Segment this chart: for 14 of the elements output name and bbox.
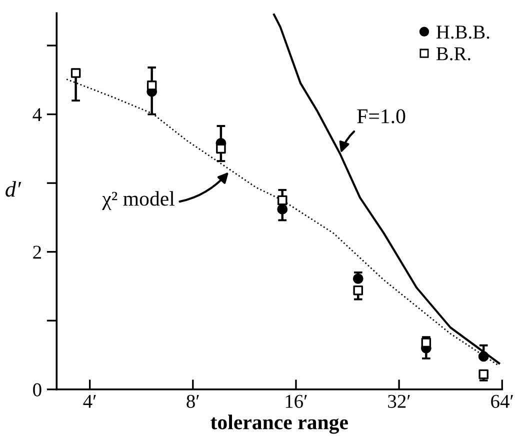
x-tick-label: 8′ bbox=[186, 394, 199, 408]
y-tick-label: 2 bbox=[33, 246, 41, 259]
annotation: F=1.0 bbox=[357, 109, 406, 124]
y-axis-title: d′ bbox=[6, 181, 22, 197]
legend-label: H.B.B. bbox=[436, 26, 490, 39]
x-tick-label: 4′ bbox=[83, 394, 96, 408]
annotation: χ² model bbox=[102, 191, 175, 210]
x-axis-title: tolerance range bbox=[210, 414, 348, 434]
y-tick-label: 0 bbox=[33, 383, 42, 396]
y-tick-label: 4 bbox=[32, 108, 42, 122]
legend-label: B.R. bbox=[436, 47, 470, 60]
x-tick-label: 16′ bbox=[286, 394, 307, 408]
x-tick-label: 32′ bbox=[388, 394, 410, 408]
x-tick-label: 64′ bbox=[491, 394, 514, 408]
